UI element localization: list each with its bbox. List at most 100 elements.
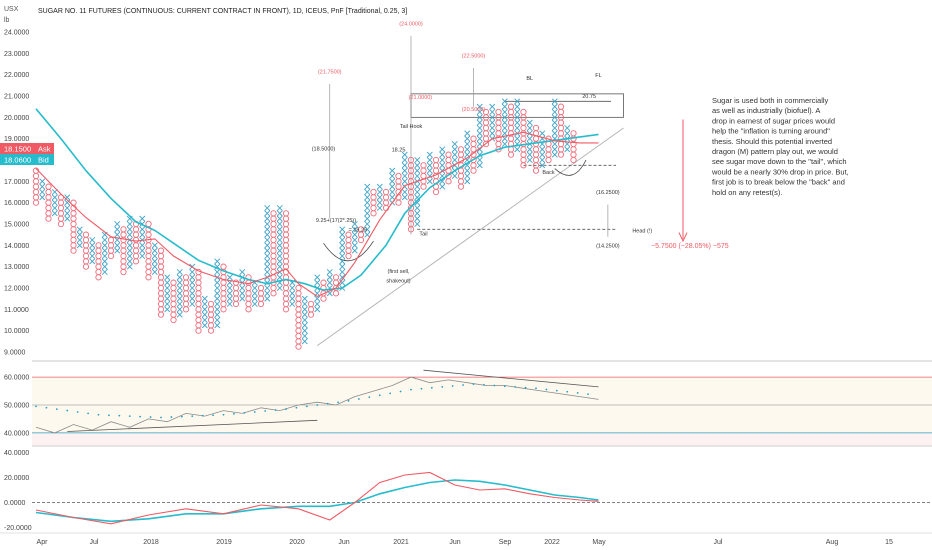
o-box xyxy=(282,215,290,222)
o-box xyxy=(270,290,277,297)
o-box xyxy=(182,295,190,302)
note-line: dragon (M) pattern play out, we would xyxy=(712,147,838,156)
o-box xyxy=(207,316,215,324)
o-box xyxy=(157,306,165,313)
o-box xyxy=(545,146,552,153)
pnf-x-column xyxy=(251,279,258,307)
o-box xyxy=(232,290,240,297)
o-box xyxy=(45,188,52,196)
o-box xyxy=(70,231,77,238)
o-box xyxy=(295,284,302,292)
x-box xyxy=(214,295,221,302)
x-box xyxy=(514,98,521,105)
note-line: as well as industrially (biofuel). A xyxy=(712,106,820,115)
o-box xyxy=(182,284,190,292)
y-tick-label: 20.0000 xyxy=(4,115,29,122)
y-tick-label: 13.0000 xyxy=(4,264,29,271)
o-box xyxy=(107,252,115,260)
o-box xyxy=(270,263,277,270)
pnf-o-column xyxy=(120,226,127,276)
o-box xyxy=(220,263,227,270)
pnf-x-column xyxy=(114,221,121,254)
o-box xyxy=(282,236,290,244)
annotation-calc1: 9.25+(17(2*.25)) xyxy=(316,218,356,224)
oscillator-signal-dot xyxy=(87,412,89,415)
pnf-x-column xyxy=(476,103,483,169)
o-box xyxy=(432,167,440,174)
pnf-x-column xyxy=(264,205,271,302)
x-box xyxy=(264,258,271,265)
o-box xyxy=(207,300,215,308)
x-box xyxy=(101,242,108,249)
x-box xyxy=(64,199,71,206)
o-box xyxy=(282,242,290,249)
x-box xyxy=(264,221,271,227)
x-box xyxy=(226,285,233,291)
o-box xyxy=(95,274,102,281)
o-box xyxy=(382,188,390,196)
ask-badge: 18.1500 Ask xyxy=(0,143,54,154)
x-box xyxy=(151,258,158,265)
x-box xyxy=(189,274,196,281)
o-box xyxy=(232,295,240,302)
o-box xyxy=(457,183,465,190)
x-box xyxy=(464,167,471,174)
o-box xyxy=(532,151,540,158)
o-box xyxy=(45,199,52,206)
annotation-bl: BL xyxy=(526,76,533,82)
pnf-o-column xyxy=(407,156,415,233)
x-box xyxy=(526,146,533,153)
oscillator-signal-dot xyxy=(274,409,277,412)
oscillator-signal-dot xyxy=(368,396,371,399)
y-tick-label: 22.0000 xyxy=(4,72,29,79)
x-box xyxy=(339,274,346,281)
support-trendline xyxy=(316,127,624,347)
x-box xyxy=(214,306,221,313)
pnf-o-column xyxy=(520,108,527,169)
o-box xyxy=(507,151,515,158)
oscillator-signal-dot xyxy=(441,385,444,388)
pnf-x-column xyxy=(426,151,433,185)
x-box xyxy=(176,279,183,286)
x-box xyxy=(101,263,108,270)
x-box xyxy=(139,226,146,233)
o-box xyxy=(120,226,127,233)
x-tick-label: Apr xyxy=(37,539,49,546)
x-box xyxy=(276,231,283,238)
oscillator-signal-dot xyxy=(285,408,287,411)
oscillator-signal-dot xyxy=(316,404,319,406)
oscillator-signal-dot xyxy=(576,392,579,394)
o-box xyxy=(82,258,90,265)
o-box xyxy=(545,151,552,158)
x-box xyxy=(89,247,96,254)
pnf-x-column xyxy=(189,263,196,307)
o-box xyxy=(495,124,502,132)
momentum-fast-line xyxy=(35,471,599,525)
o-box xyxy=(445,156,452,164)
x-box xyxy=(364,226,371,233)
o-box xyxy=(157,274,165,281)
x-tick-label: Aug xyxy=(826,539,839,546)
x-box xyxy=(326,274,333,281)
x-box xyxy=(214,269,221,275)
pnf-x-column xyxy=(514,98,521,153)
pnf-o-column xyxy=(282,210,290,313)
annotation-p1625: (16.2500) xyxy=(596,190,620,196)
x-box xyxy=(239,285,246,291)
x-box xyxy=(164,306,171,313)
x-box xyxy=(364,205,371,211)
x-box xyxy=(414,199,421,206)
x-box xyxy=(164,285,171,291)
o-box xyxy=(557,103,565,110)
annotation-head: Head (!) xyxy=(632,229,652,235)
x-box xyxy=(364,210,371,217)
pnf-o-column xyxy=(170,279,177,324)
x-box xyxy=(276,205,283,211)
pnf-o-column xyxy=(82,231,90,270)
x-box xyxy=(214,322,221,329)
o-box xyxy=(407,156,415,164)
o-box xyxy=(245,290,252,297)
o-box xyxy=(145,247,152,254)
o-box xyxy=(270,226,277,233)
x-box xyxy=(226,274,233,281)
